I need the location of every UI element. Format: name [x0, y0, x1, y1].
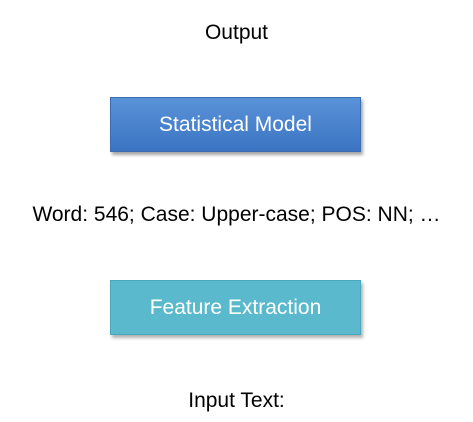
statistical-model-label: Statistical Model — [159, 112, 312, 136]
output-label: Output — [204, 21, 269, 44]
feature-extraction-label: Feature Extraction — [149, 295, 322, 319]
feature-extraction-box: Feature Extraction — [110, 280, 361, 335]
input-text-label: Input Text: — [188, 389, 285, 412]
features-label: Word: 546; Case: Upper-case; POS: NN; … — [32, 203, 441, 226]
statistical-model-box: Statistical Model — [110, 97, 361, 152]
